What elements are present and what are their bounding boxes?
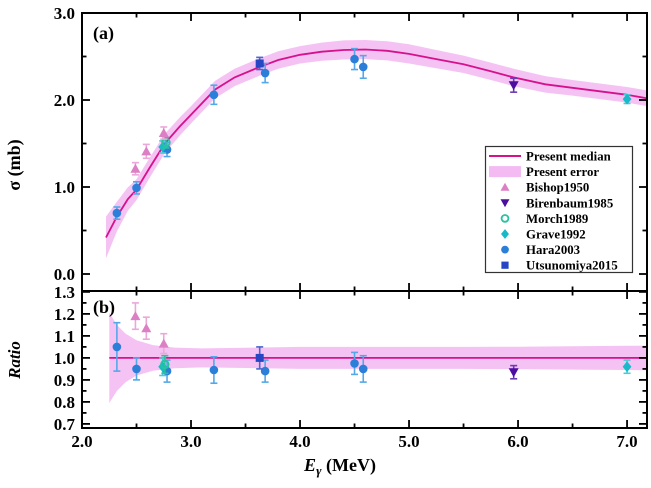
panel-a: [105, 40, 647, 259]
series-birenbaum1985-b: [508, 364, 519, 380]
series-grave1992-a: [158, 93, 632, 154]
yb-tick-label: 1.1: [54, 327, 75, 346]
triangle-down-marker: [508, 368, 519, 378]
ya-tick-label: 2.0: [54, 91, 75, 110]
circle-marker: [112, 208, 122, 218]
circle-marker: [350, 54, 359, 64]
triangle-up-marker: [141, 146, 152, 156]
yb-tick-label: 0.9: [54, 371, 75, 390]
triangle-up-marker: [141, 323, 152, 333]
circle-marker: [260, 366, 270, 376]
circle-open-marker: [160, 359, 170, 370]
x-tick-label: 6.0: [507, 432, 528, 451]
panel-a-label: (a): [93, 23, 114, 44]
triangle-up-marker: [130, 311, 141, 321]
axis-ticks: [81, 12, 647, 428]
y-axis-label-ratio: Ratio: [5, 341, 24, 380]
legend-error-band-sample: [489, 166, 521, 178]
legend-label: Bishop1950: [526, 181, 589, 195]
x-tick-label: 7.0: [616, 432, 637, 451]
ya-tick-label: 3.0: [54, 4, 75, 23]
circle-marker: [209, 365, 219, 375]
diamond-marker: [622, 361, 632, 373]
circle-marker: [350, 359, 359, 368]
x-tick-label: 2.0: [71, 432, 92, 451]
triangle-up-marker: [130, 163, 141, 173]
yb-tick-label: 0.8: [54, 393, 75, 412]
x-tick-label: 5.0: [398, 432, 419, 451]
legend-label: Present error: [526, 165, 599, 179]
diamond-marker: [622, 93, 632, 105]
diamond-marker: [158, 141, 168, 153]
circle-marker: [358, 364, 368, 374]
triangle-up-marker: [158, 338, 169, 348]
panel-b-frame: [81, 290, 648, 429]
ya-tick-label: 0.0: [54, 265, 75, 284]
yb-tick-label: 1.0: [54, 349, 75, 368]
series-bishop1950-a: [130, 126, 169, 176]
yb-tick-label: 1.2: [54, 305, 75, 324]
circle-marker: [209, 90, 219, 100]
legend-label: Grave1992: [526, 228, 586, 242]
circle-marker: [260, 68, 270, 78]
triangle-up-marker: [158, 128, 169, 138]
circle-marker: [132, 364, 141, 374]
legend-label: Birenbaum1985: [526, 196, 613, 210]
legend-label: Utsunomiya2015: [526, 259, 618, 273]
x-axis-label: Eγ (MeV): [303, 455, 376, 478]
triangle-down-marker: [508, 81, 519, 91]
circle-marker: [132, 183, 141, 193]
x-tick-label: 4.0: [289, 432, 310, 451]
yb-tick-label: 0.7: [54, 415, 76, 434]
legend-label: Hara2003: [526, 243, 580, 257]
series-utsunomiya2015-b: [255, 346, 264, 370]
square-marker: [255, 353, 264, 362]
series-morch1989-b: [160, 354, 170, 375]
series-hara2003-a: [112, 47, 368, 220]
y-axis-label-sigma: σ (mb): [4, 139, 25, 190]
ya-tick-label: 1.0: [54, 178, 75, 197]
series-birenbaum1985-a: [508, 77, 519, 93]
x-tick-label: 3.0: [180, 432, 201, 451]
series-utsunomiya2015-a: [255, 56, 264, 71]
circle-marker: [501, 245, 509, 254]
legend-label: Morch1989: [526, 212, 588, 226]
triangle-up-marker: [500, 182, 510, 191]
square-marker: [255, 59, 264, 68]
series-bishop1950-b: [130, 302, 169, 355]
present-median-line-a: [105, 48, 647, 238]
tick-labels: 2.0 3.0 4.0 5.0 6.0 7.0 0.0 1.0 2.0 3.0 0.7 0.8 0.9 1…: [54, 4, 638, 451]
panel-b: [109, 302, 648, 403]
square-marker: [501, 261, 509, 269]
yb-tick-label: 1.3: [54, 283, 75, 302]
triangle-down-marker: [500, 199, 510, 208]
circle-open-marker: [500, 214, 510, 223]
panel-b-label: (b): [93, 297, 115, 318]
diamond-marker: [501, 229, 509, 239]
legend-label: Present median: [526, 150, 611, 164]
circle-marker: [112, 342, 122, 352]
circle-marker: [358, 62, 368, 72]
